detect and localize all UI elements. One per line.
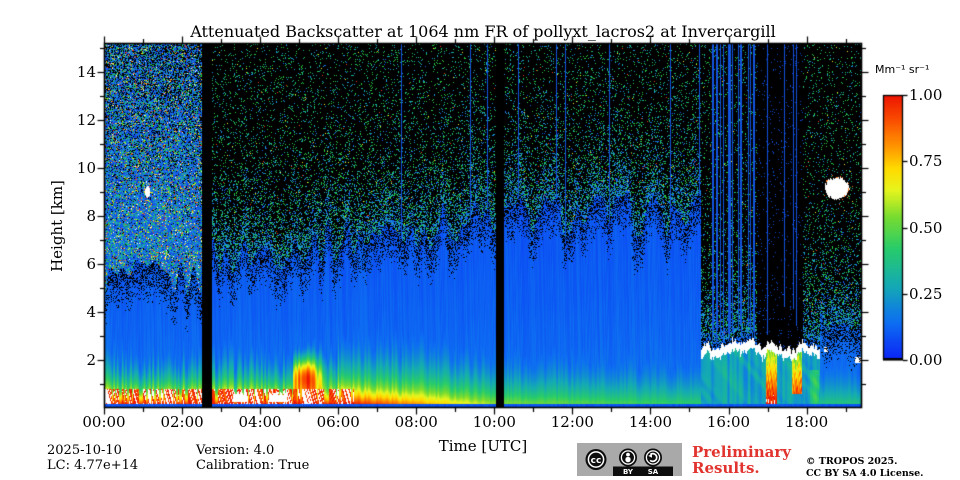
version-label: Version: 4.0: [196, 443, 275, 458]
cc-glyph: cc: [591, 456, 602, 466]
x-tick-label: 18:00: [784, 413, 829, 431]
colorbar-tick-label: 0.25: [909, 284, 943, 303]
colorbar-tick-label: 0.75: [909, 152, 943, 171]
y-tick-label: 6: [86, 254, 96, 273]
y-tick-label: 10: [76, 158, 96, 177]
badge-strip: [613, 466, 673, 476]
y-tick-label: 8: [86, 206, 96, 225]
colorbar-tick-label: 1.00: [909, 86, 943, 104]
calibration-label: Calibration: True: [196, 458, 310, 473]
by-label: BY: [623, 468, 634, 476]
date-label: 2025-10-10: [47, 443, 122, 458]
colorbar-tick-label: 0.50: [909, 218, 943, 237]
x-tick-label: 12:00: [550, 413, 594, 431]
x-tick-label: 02:00: [160, 413, 204, 431]
x-tick-label: 00:00: [82, 413, 126, 431]
copyright-note: © TROPOS 2025. CC BY SA 4.0 License.: [806, 456, 924, 479]
lidar-constant-label: LC: 4.77e+14: [47, 458, 139, 473]
colorbar-tick-label: 0.00: [909, 351, 943, 369]
x-axis-label: Time [UTC]: [438, 437, 528, 455]
sa-label: SA: [648, 468, 659, 476]
x-tick-label: 08:00: [394, 413, 438, 431]
y-tick-label: 14: [76, 62, 96, 81]
cc-license-badge: cc BY SA: [577, 443, 682, 476]
y-tick-label: 4: [86, 302, 96, 321]
y-tick-label: 12: [76, 110, 96, 129]
x-tick-label: 10:00: [472, 413, 516, 431]
x-tick-label: 04:00: [238, 413, 282, 431]
x-tick-label: 14:00: [628, 413, 673, 431]
preliminary-results-note: Preliminary Results.: [692, 443, 791, 477]
x-tick-label: 16:00: [706, 413, 751, 431]
x-tick-label: 06:00: [316, 413, 360, 431]
chart-title: Attenuated Backscatter at 1064 nm FR of …: [190, 22, 776, 41]
colorbar-label: Mm⁻¹ sr⁻¹: [875, 63, 930, 76]
y-tick-label: 2: [86, 350, 96, 369]
